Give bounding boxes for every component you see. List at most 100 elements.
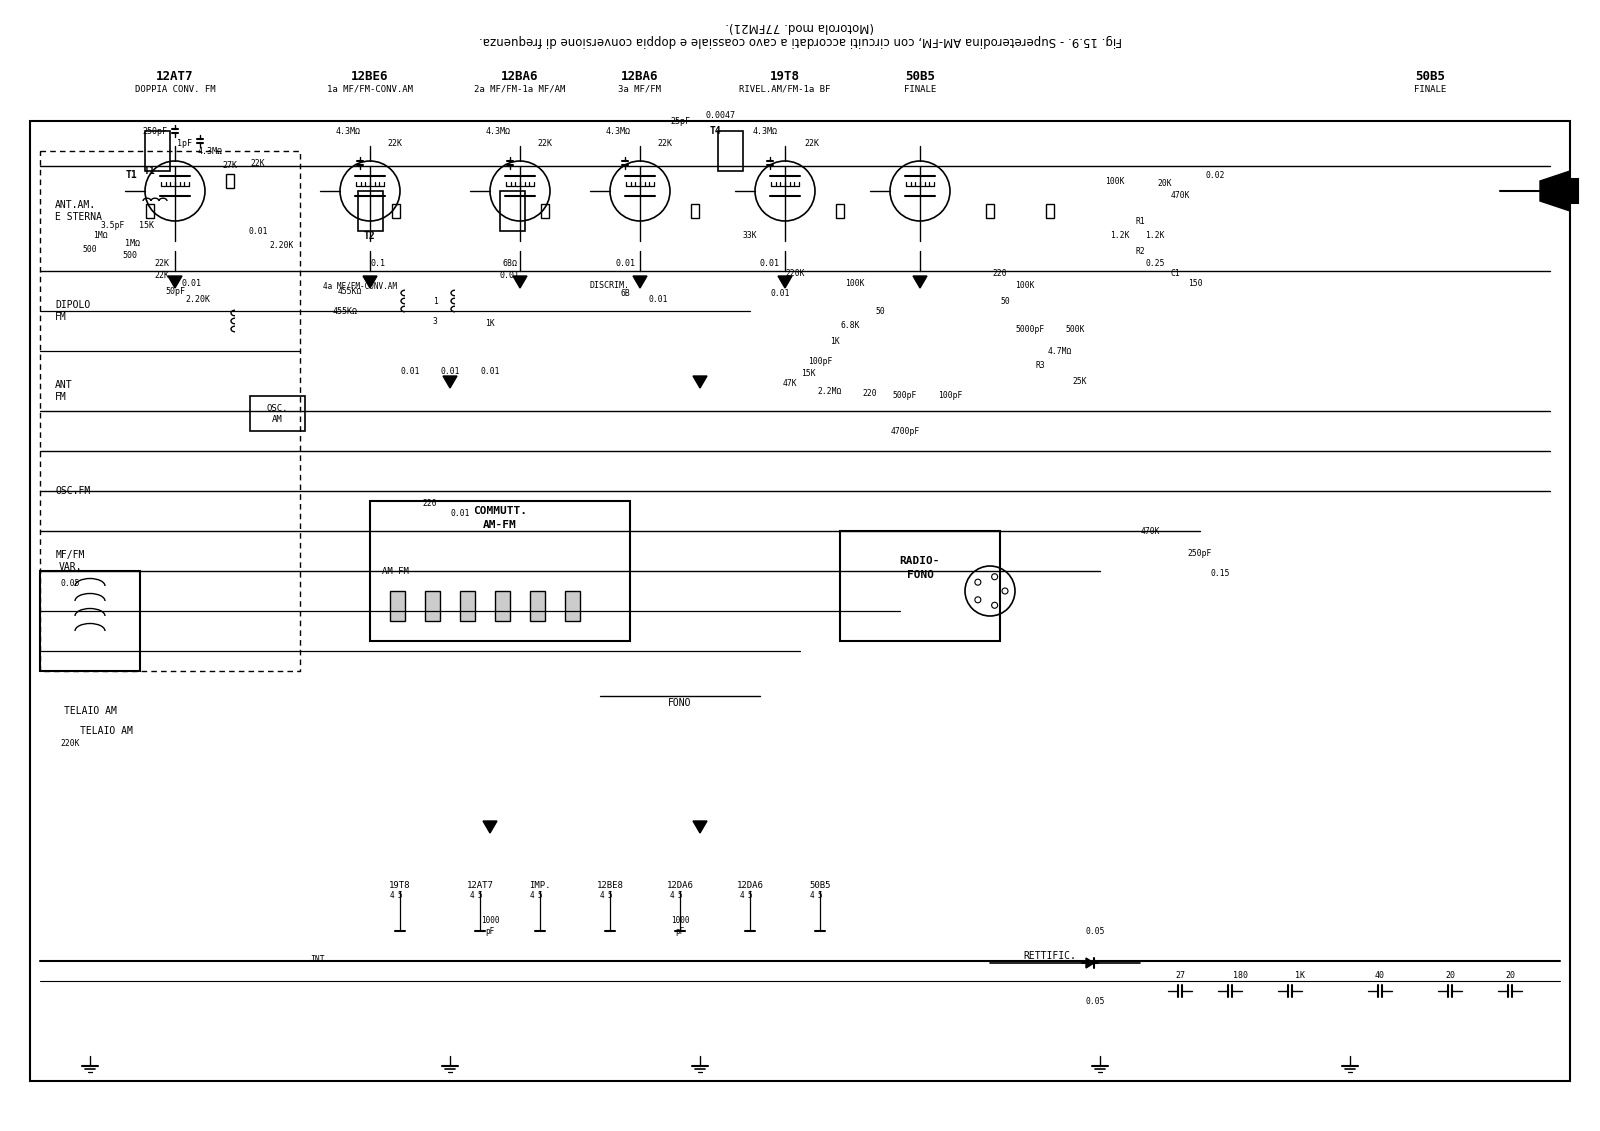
Text: 1MΩ: 1MΩ xyxy=(93,232,107,241)
Text: 20: 20 xyxy=(1506,972,1515,981)
Bar xyxy=(461,592,475,621)
Text: 12AT7: 12AT7 xyxy=(467,881,493,890)
Text: 500pF: 500pF xyxy=(893,391,917,400)
Text: R3: R3 xyxy=(1035,362,1045,371)
Text: 1K: 1K xyxy=(1294,972,1306,981)
Text: 22K: 22K xyxy=(538,138,552,147)
Bar xyxy=(986,204,994,218)
Polygon shape xyxy=(693,375,707,388)
Text: IMP.: IMP. xyxy=(530,881,550,890)
Text: 0.01: 0.01 xyxy=(182,278,202,287)
Text: 220: 220 xyxy=(862,389,877,397)
Text: 1K: 1K xyxy=(485,319,494,328)
Text: 0.05: 0.05 xyxy=(1085,926,1104,935)
Text: 220: 220 xyxy=(422,499,437,508)
Text: 1000
pF: 1000 pF xyxy=(480,916,499,935)
Text: 4.3MΩ: 4.3MΩ xyxy=(752,127,778,136)
Text: 0.01: 0.01 xyxy=(648,294,667,303)
Text: 5: 5 xyxy=(678,891,682,900)
Text: 3: 3 xyxy=(432,317,437,326)
Text: OSC.FM: OSC.FM xyxy=(54,486,90,497)
Text: 25pF: 25pF xyxy=(670,116,690,126)
Text: 22K: 22K xyxy=(155,259,170,268)
Text: T4: T4 xyxy=(710,126,722,136)
Text: 2.2MΩ: 2.2MΩ xyxy=(818,387,842,396)
Text: 150: 150 xyxy=(1187,278,1202,287)
Text: 5: 5 xyxy=(818,891,822,900)
Text: 1000
pF: 1000 pF xyxy=(670,916,690,935)
Text: 0.01: 0.01 xyxy=(248,226,267,235)
Text: 1pF: 1pF xyxy=(178,138,192,147)
Text: 20: 20 xyxy=(1445,972,1454,981)
Text: 50pF: 50pF xyxy=(165,286,186,295)
Text: 4: 4 xyxy=(470,891,474,900)
Text: 100pF: 100pF xyxy=(808,356,832,365)
Polygon shape xyxy=(514,276,526,288)
Bar xyxy=(840,530,1000,641)
Bar xyxy=(691,204,699,218)
Text: 12BA6: 12BA6 xyxy=(621,69,659,83)
Text: 3a MF/FM: 3a MF/FM xyxy=(619,85,661,94)
Text: 220K: 220K xyxy=(786,268,805,277)
Text: 12BE8: 12BE8 xyxy=(597,881,624,890)
Bar xyxy=(392,204,400,218)
Text: 12AT7: 12AT7 xyxy=(157,69,194,83)
Polygon shape xyxy=(1086,958,1094,968)
Text: AM-FM: AM-FM xyxy=(483,520,517,530)
Bar xyxy=(530,592,546,621)
Bar xyxy=(835,204,845,218)
Text: 68Ω: 68Ω xyxy=(502,259,517,268)
Text: 5: 5 xyxy=(608,891,613,900)
Text: 0.01: 0.01 xyxy=(480,366,499,375)
Text: 1a MF/FM-CONV.AM: 1a MF/FM-CONV.AM xyxy=(326,85,413,94)
Text: TELAIO AM: TELAIO AM xyxy=(64,706,117,716)
Text: 470K: 470K xyxy=(1141,527,1160,535)
Text: 100K: 100K xyxy=(1016,282,1035,291)
Text: R2: R2 xyxy=(1134,247,1146,256)
Text: 455KΩ: 455KΩ xyxy=(338,286,362,295)
Bar xyxy=(30,121,1570,1081)
Text: 25K: 25K xyxy=(1072,377,1088,386)
Text: 22K: 22K xyxy=(155,271,170,280)
Text: 250pF: 250pF xyxy=(142,127,168,136)
Text: T1: T1 xyxy=(144,166,155,176)
Text: 0.05: 0.05 xyxy=(1085,996,1104,1005)
Text: RIVEL.AM/FM-1a BF: RIVEL.AM/FM-1a BF xyxy=(739,85,830,94)
Text: 15K: 15K xyxy=(800,369,816,378)
Text: 5: 5 xyxy=(747,891,752,900)
Text: 4: 4 xyxy=(810,891,814,900)
Text: 5: 5 xyxy=(398,891,402,900)
Bar xyxy=(565,592,579,621)
Polygon shape xyxy=(693,821,707,834)
Text: 22K: 22K xyxy=(805,138,819,147)
Text: 12BE6: 12BE6 xyxy=(352,69,389,83)
Polygon shape xyxy=(363,276,378,288)
Bar xyxy=(250,396,306,431)
Text: 0.1: 0.1 xyxy=(371,259,386,268)
Text: 0.01: 0.01 xyxy=(760,259,781,268)
Polygon shape xyxy=(483,821,498,834)
Text: 3.5pF: 3.5pF xyxy=(101,222,125,231)
Text: DIPOLO
FM: DIPOLO FM xyxy=(54,300,90,322)
Text: 6B: 6B xyxy=(621,288,630,297)
Bar xyxy=(40,571,141,671)
Text: 27K: 27K xyxy=(222,162,237,171)
Text: 50B5: 50B5 xyxy=(1414,69,1445,83)
Text: FONO: FONO xyxy=(669,698,691,708)
Text: ANT.AM.
E STERNA: ANT.AM. E STERNA xyxy=(54,200,102,222)
Text: 2a MF/FM-1a MF/AM: 2a MF/FM-1a MF/AM xyxy=(474,85,566,94)
Text: 33K: 33K xyxy=(742,232,757,241)
Text: ANT
FM: ANT FM xyxy=(54,380,72,402)
Text: 5: 5 xyxy=(538,891,542,900)
Text: AM FM: AM FM xyxy=(381,567,408,576)
Bar xyxy=(390,592,405,621)
Text: 1.2K: 1.2K xyxy=(1146,232,1165,241)
Text: FINALE: FINALE xyxy=(1414,85,1446,94)
Text: 4: 4 xyxy=(739,891,744,900)
Text: 4.7MΩ: 4.7MΩ xyxy=(1048,346,1072,355)
Text: RETTIFIC.: RETTIFIC. xyxy=(1024,951,1077,961)
Text: 4.3MΩ: 4.3MΩ xyxy=(336,127,360,136)
Text: 22K: 22K xyxy=(658,138,672,147)
Text: R1: R1 xyxy=(1134,216,1146,225)
Text: COMMUTT.: COMMUTT. xyxy=(474,506,526,516)
